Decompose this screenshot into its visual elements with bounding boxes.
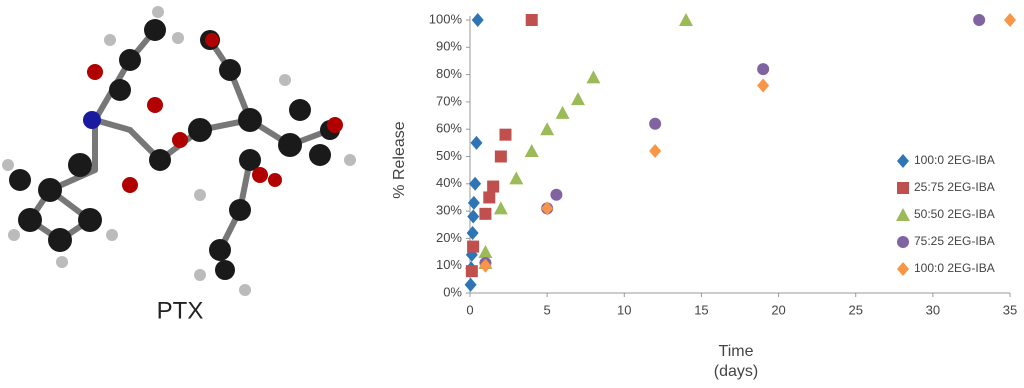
y-tick-label: 80%: [436, 66, 462, 81]
marker: [541, 201, 554, 216]
y-tick-label: 20%: [436, 230, 462, 245]
y-tick-label: 70%: [436, 93, 462, 108]
marker: [555, 105, 570, 119]
marker: [649, 117, 662, 130]
marker: [897, 154, 909, 168]
marker: [470, 135, 483, 150]
marker: [465, 265, 478, 278]
molecule: [2, 6, 356, 296]
marker: [494, 150, 507, 163]
y-tick-label: 90%: [436, 39, 462, 54]
x-tick-label: 0: [466, 302, 473, 317]
y-tick-label: 40%: [436, 175, 462, 190]
legend-label: 75:25 2EG-IBA: [914, 234, 995, 248]
marker: [467, 209, 480, 224]
x-tick-label: 30: [926, 302, 940, 317]
y-tick-label: 100%: [429, 11, 463, 26]
marker: [540, 122, 555, 136]
marker: [467, 240, 480, 253]
marker: [466, 225, 479, 240]
legend-label: 25:75 2EG-IBA: [914, 180, 995, 194]
marker: [897, 236, 909, 248]
x-tick-label: 5: [544, 302, 551, 317]
marker: [679, 13, 693, 26]
marker: [550, 188, 563, 201]
x-tick-label: 10: [617, 302, 631, 317]
x-tick-label: 15: [694, 302, 708, 317]
marker: [586, 70, 601, 84]
x-axis-label: Time: [719, 343, 754, 360]
x-tick-label: 20: [771, 302, 785, 317]
marker: [1004, 13, 1016, 27]
marker: [649, 144, 662, 159]
marker: [524, 144, 539, 158]
marker: [478, 245, 493, 259]
legend-label: 100:0 2EG-IBA: [914, 153, 995, 167]
legend-label: 50:50 2EG-IBA: [914, 207, 995, 221]
marker: [467, 195, 480, 210]
legend-label: 100:0 2EG-IBA: [914, 261, 995, 275]
marker: [973, 14, 986, 26]
y-tick-label: 10%: [436, 257, 462, 272]
marker: [571, 92, 585, 106]
molecule-label: PTX: [157, 297, 204, 324]
y-tick-label: 0%: [443, 284, 462, 299]
y-tick-label: 60%: [436, 121, 462, 136]
marker: [757, 78, 770, 93]
marker: [499, 128, 512, 141]
marker: [471, 13, 484, 27]
marker: [897, 182, 909, 194]
marker: [525, 14, 538, 26]
marker: [487, 180, 500, 193]
y-tick-label: 50%: [436, 148, 462, 163]
marker: [493, 201, 508, 215]
marker: [509, 171, 524, 185]
marker: [464, 277, 477, 292]
marker: [483, 191, 496, 204]
x-tick-label: 35: [1003, 302, 1017, 317]
marker: [479, 207, 492, 220]
marker: [469, 176, 482, 191]
marker: [896, 208, 910, 221]
marker: [897, 262, 909, 276]
x-tick-label: 25: [848, 302, 862, 317]
marker: [479, 258, 492, 273]
x-axis-label: (days): [714, 363, 758, 380]
y-axis-label: % Release: [391, 121, 408, 198]
marker: [757, 63, 770, 76]
y-tick-label: 30%: [436, 203, 462, 218]
